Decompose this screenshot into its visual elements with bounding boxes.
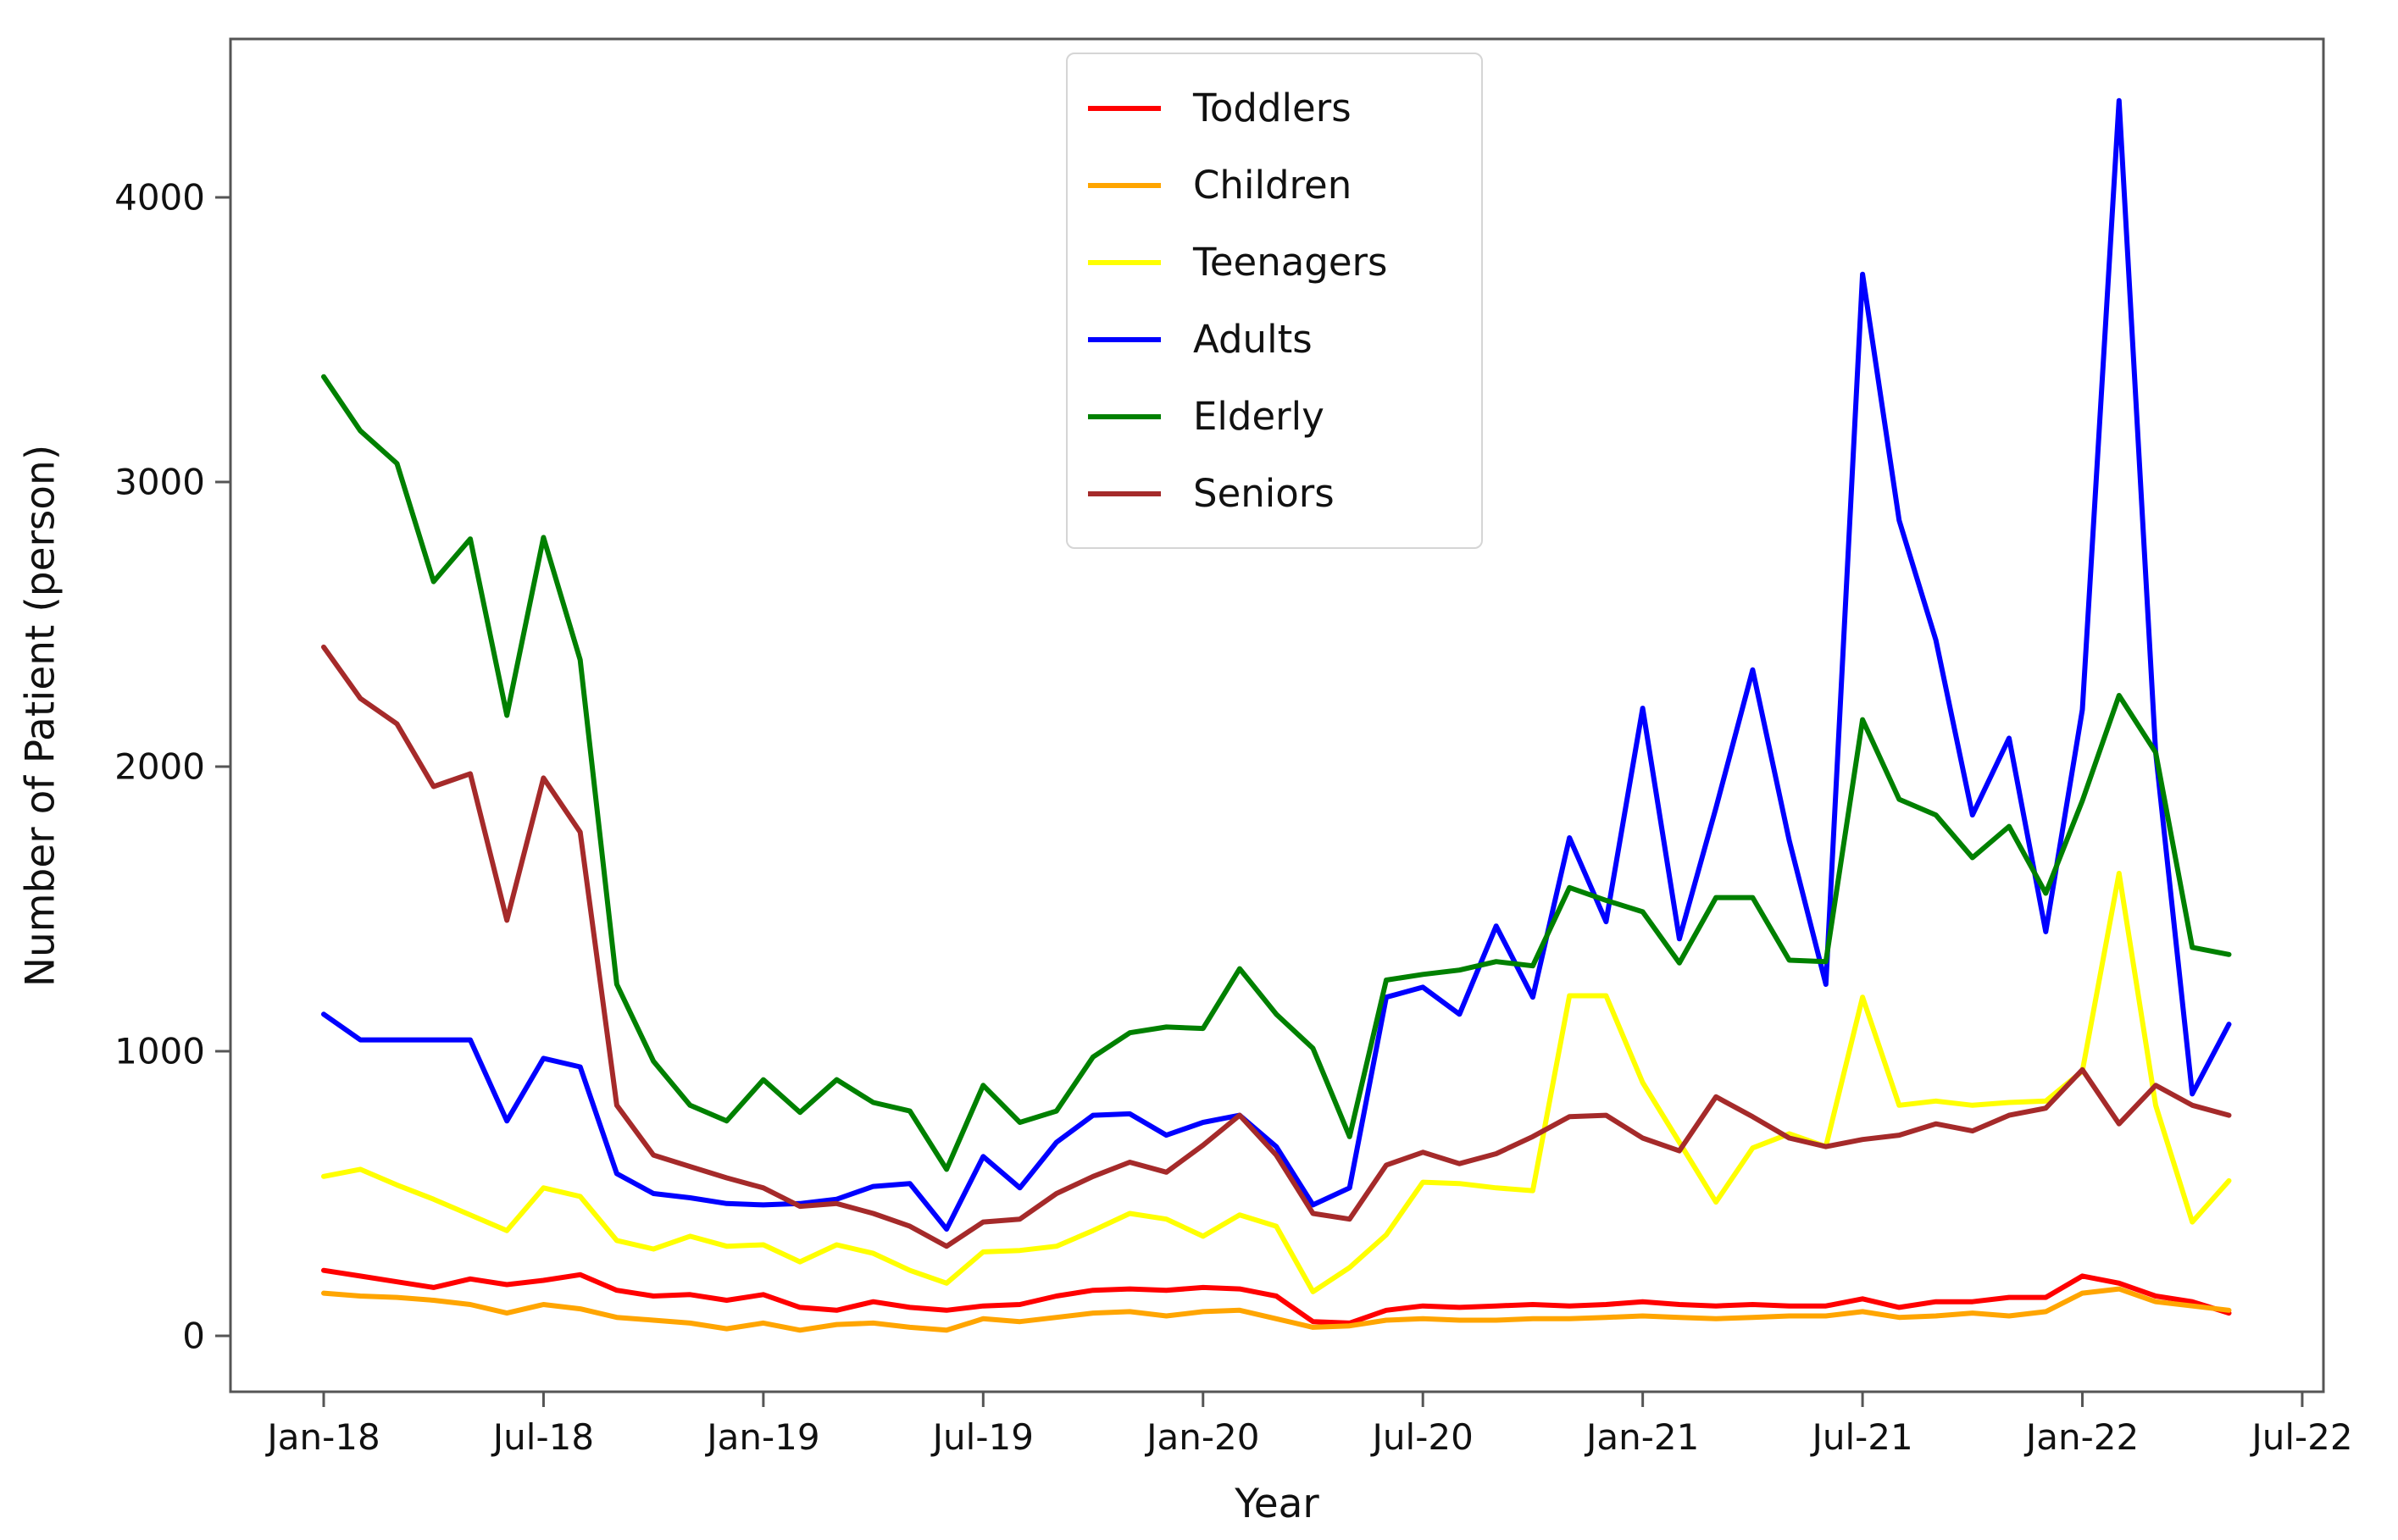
x-tick-label: Jan-20 — [1144, 1416, 1259, 1458]
x-tick-label: Jan-21 — [1584, 1416, 1699, 1458]
series-line-teenagers — [321, 871, 2232, 1294]
legend-swatch-elderly — [1088, 413, 1161, 419]
x-tick-label: Jan-22 — [2023, 1416, 2139, 1458]
series-line-toddlers — [321, 1267, 2232, 1326]
legend-label: Toddlers — [1193, 86, 1352, 130]
legend-swatch-seniors — [1088, 490, 1161, 496]
y-tick-label: 1000 — [114, 1031, 205, 1072]
y-tick-label: 4000 — [114, 177, 205, 219]
series-line-seniors — [321, 644, 2232, 1249]
x-axis-title: Year — [1235, 1481, 1319, 1527]
legend-label: Adults — [1193, 317, 1313, 362]
x-tick-label: Jan-18 — [264, 1416, 380, 1458]
legend-swatch-toddlers — [1088, 105, 1161, 111]
legend-entry-adults: Adults — [1088, 301, 1456, 378]
legend-entry-children: Children — [1088, 147, 1456, 224]
legend-label: Children — [1193, 163, 1352, 208]
y-tick-label: 0 — [182, 1316, 205, 1357]
legend-swatch-adults — [1088, 336, 1161, 342]
legend: Toddlers Children Teenagers Adults Elderly Se… — [1066, 53, 1483, 549]
legend-entry-toddlers: Toddlers — [1088, 69, 1456, 147]
legend-label: Elderly — [1193, 394, 1324, 439]
legend-entry-teenagers: Teenagers — [1088, 224, 1456, 301]
series-line-children — [321, 1286, 2232, 1333]
x-tick-label: Jul-19 — [930, 1416, 1034, 1458]
x-tick-label: Jul-22 — [2249, 1416, 2352, 1458]
x-tick-label: Jul-20 — [1370, 1416, 1474, 1458]
series-line-elderly — [321, 374, 2232, 1172]
x-tick-label: Jan-19 — [704, 1416, 819, 1458]
y-tick-label: 3000 — [114, 462, 205, 503]
y-tick-label: 2000 — [114, 746, 205, 788]
legend-swatch-teenagers — [1088, 259, 1161, 265]
x-tick-label: Jul-18 — [491, 1416, 594, 1458]
legend-swatch-children — [1088, 182, 1161, 188]
legend-entry-seniors: Seniors — [1088, 455, 1456, 532]
series-line-adults — [321, 97, 2232, 1232]
legend-entry-elderly: Elderly — [1088, 378, 1456, 455]
legend-label: Teenagers — [1193, 240, 1388, 285]
x-tick-label: Jul-21 — [1809, 1416, 1912, 1458]
axes-frame — [229, 37, 2325, 1393]
y-axis-title: Number of Patient (person) — [17, 444, 64, 988]
legend-label: Seniors — [1193, 471, 1335, 516]
